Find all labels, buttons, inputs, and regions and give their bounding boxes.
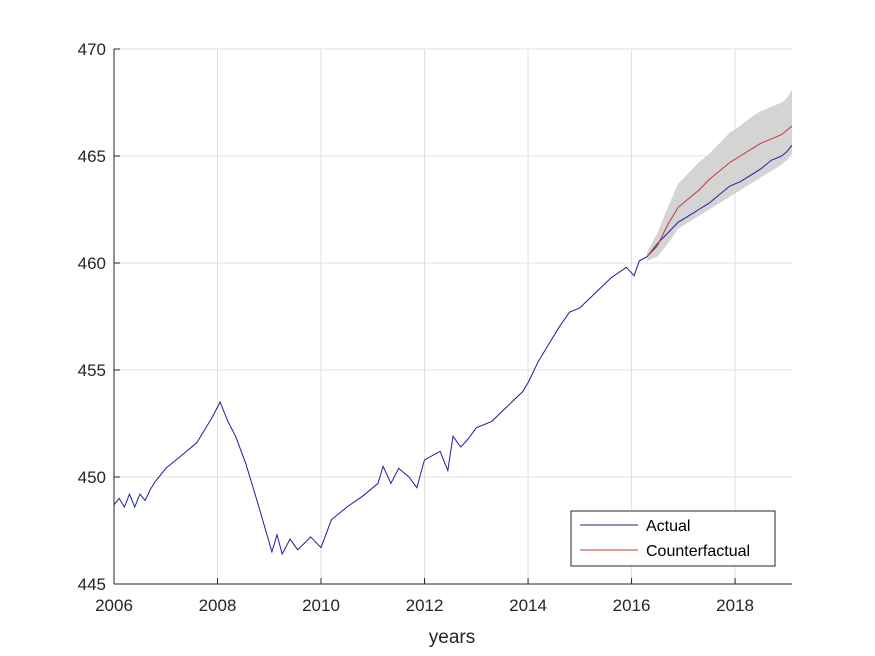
y-tick-label: 445 xyxy=(78,575,106,594)
y-tick-label: 455 xyxy=(78,361,106,380)
legend-box xyxy=(570,510,776,567)
x-tick-label: 2006 xyxy=(95,596,133,615)
y-tick-label: 465 xyxy=(78,147,106,166)
axes xyxy=(113,48,792,585)
x-tick-label: 2008 xyxy=(199,596,237,615)
x-tick-label: 2010 xyxy=(302,596,340,615)
legend-label-counterfactual: Counterfactual xyxy=(646,543,750,560)
x-axis-label: years xyxy=(429,627,475,648)
y-tick-label: 470 xyxy=(78,40,106,59)
legend-label-actual: Actual xyxy=(646,518,690,535)
series-layer xyxy=(113,125,793,556)
x-tick-label: 2012 xyxy=(406,596,444,615)
y-tick-label: 460 xyxy=(78,254,106,273)
legend: Actual Counterfactual xyxy=(570,510,776,567)
series-line-actual xyxy=(113,144,793,556)
confidence-band xyxy=(647,89,792,261)
confidence-band-layer xyxy=(647,89,792,261)
x-tick-label: 2018 xyxy=(716,596,754,615)
tick-labels: 2006 2008 2010 2012 2014 2016 2018 445 450 455 460… xyxy=(78,40,754,615)
x-tick-label: 2014 xyxy=(509,596,547,615)
series-line-counterfactual xyxy=(646,125,793,257)
x-tick-label: 2016 xyxy=(613,596,651,615)
y-tick-label: 450 xyxy=(78,468,106,487)
